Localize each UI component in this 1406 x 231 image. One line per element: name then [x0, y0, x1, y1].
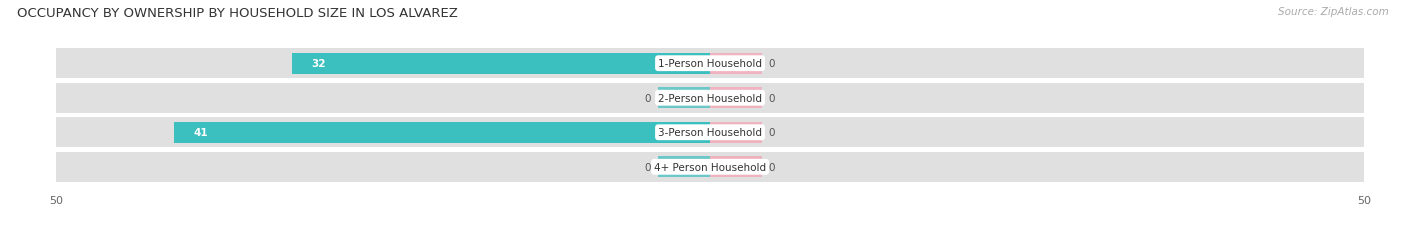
Bar [710, 122, 762, 143]
Bar [56, 83, 1364, 113]
Text: 2-Person Household: 2-Person Household [658, 93, 762, 103]
Text: 3-Person Household: 3-Person Household [658, 128, 762, 138]
Text: 4+ Person Household: 4+ Person Household [654, 162, 766, 172]
Text: 1-Person Household: 1-Person Household [658, 59, 762, 69]
Bar [291, 53, 710, 75]
Text: 41: 41 [194, 128, 208, 138]
Text: 32: 32 [311, 59, 326, 69]
Bar [710, 156, 762, 178]
Text: 0: 0 [769, 128, 775, 138]
Text: 0: 0 [769, 59, 775, 69]
Text: Source: ZipAtlas.com: Source: ZipAtlas.com [1278, 7, 1389, 17]
Text: 0: 0 [769, 162, 775, 172]
Bar [56, 152, 1364, 182]
Text: 0: 0 [645, 162, 651, 172]
Bar [174, 122, 710, 143]
Bar [658, 156, 710, 178]
Bar [658, 88, 710, 109]
Text: 0: 0 [769, 93, 775, 103]
Bar [710, 88, 762, 109]
Bar [56, 49, 1364, 79]
Bar [56, 118, 1364, 148]
Bar [710, 53, 762, 75]
Text: OCCUPANCY BY OWNERSHIP BY HOUSEHOLD SIZE IN LOS ALVAREZ: OCCUPANCY BY OWNERSHIP BY HOUSEHOLD SIZE… [17, 7, 458, 20]
Text: 0: 0 [645, 93, 651, 103]
